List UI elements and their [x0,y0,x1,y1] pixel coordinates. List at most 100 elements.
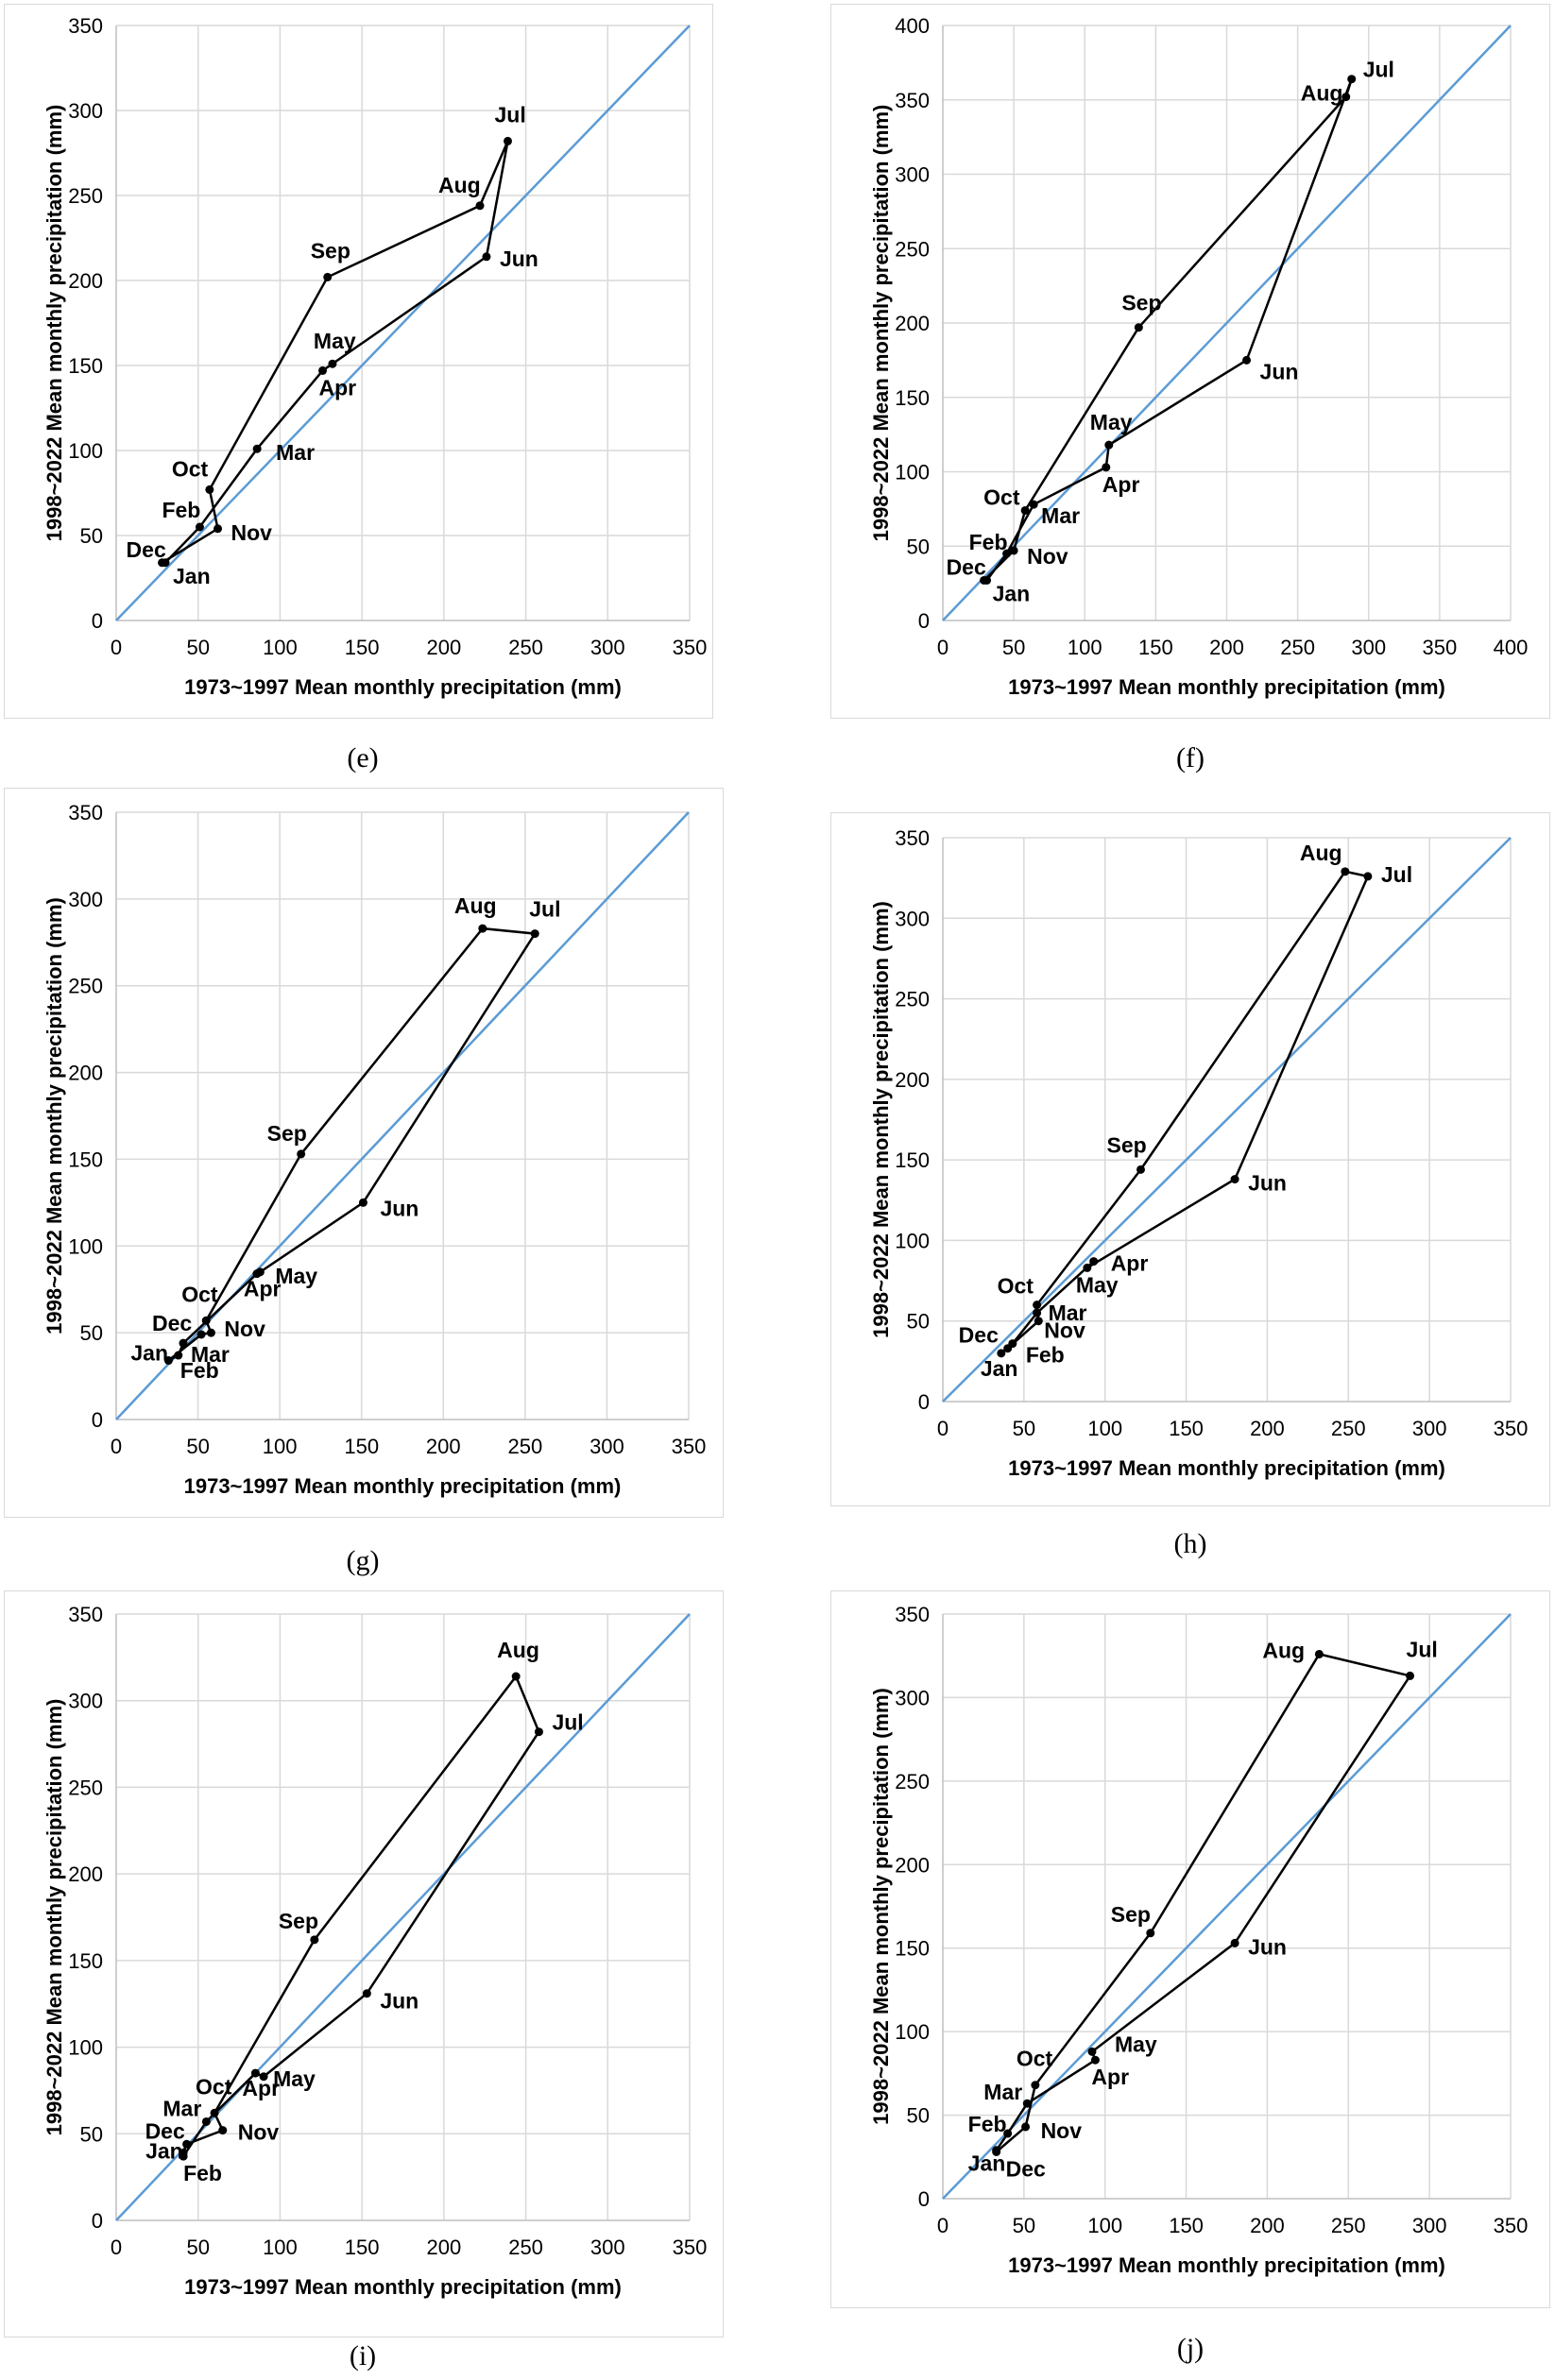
month-label: Dec [152,1311,192,1335]
monthly-series-line [981,78,1353,582]
month-label: Sep [311,238,350,263]
month-label: Mar [1041,503,1080,528]
x-tick-label: 150 [344,1435,379,1458]
data-point [197,1330,206,1339]
y-tick-label: 100 [895,1229,930,1252]
y-tick-label: 150 [895,1148,930,1172]
data-point [158,558,167,568]
y-tick-label: 0 [918,1390,930,1414]
x-tick-label: 300 [590,2236,625,2259]
month-label: Oct [172,456,209,481]
x-tick-label: 150 [1169,2214,1204,2237]
y-tick-label: 50 [80,524,103,548]
data-point [980,575,989,585]
x-tick-label: 50 [186,2236,209,2259]
data-point [1230,1175,1239,1184]
data-point [205,484,214,494]
data-point [259,2072,268,2082]
x-tick-label: 150 [1138,636,1173,659]
chart-caption: (j) [1176,2333,1205,2364]
month-label: May [275,1264,317,1288]
x-tick-label: 200 [1250,1417,1285,1440]
x-tick-label: 200 [1209,636,1244,659]
x-tick-label: 150 [345,636,380,659]
x-tick-label: 50 [186,636,209,659]
x-tick-label: 100 [263,1435,298,1458]
data-point [997,1349,1006,1358]
chart-svg: 0 50 100 150 200 250 300 350 0 50 100 150 200 250 300 3… [43,1603,707,2299]
month-label: Mar [276,440,315,465]
x-axis-title: 1973~1997 Mean monthly precipitation (mm… [184,2275,622,2299]
data-point [530,929,539,939]
data-point [1009,546,1018,555]
reference-line [115,811,690,1420]
x-tick-label: 200 [426,2236,461,2259]
month-label: Nov [231,520,273,545]
y-tick-label: 300 [68,99,103,123]
y-tick-label: 200 [895,1853,930,1877]
data-point [362,1989,371,1998]
y-tick-label: 350 [68,801,103,824]
x-tick-label: 150 [1169,1417,1204,1440]
month-label: Sep [1111,1902,1151,1927]
month-label: Nov [224,1317,265,1341]
x-tick-label: 50 [1002,636,1025,659]
y-tick-label: 300 [68,1690,103,1713]
reference-line [115,25,691,621]
y-tick-label: 50 [80,1321,103,1345]
chart-svg: 0 50 100 150 200 250 300 350 0 50 100 150 200 250 300 3… [43,14,707,699]
month-label: Jan [173,564,211,588]
chart-svg: 0 50 100 150 200 250 300 350 0 50 100 150 200 250 300 3… [869,1603,1528,2277]
data-point [1136,1164,1145,1174]
y-tick-label: 50 [907,1310,930,1334]
reference-line [942,1613,1512,2200]
x-tick-label: 0 [111,1435,122,1458]
data-point [310,1935,319,1945]
data-point [1406,1671,1415,1680]
chart-svg: 0 50 100 150 200 250 300 350 0 50 100 150 200 250 300 3… [869,826,1528,1480]
x-axis-title: 1973~1997 Mean monthly precipitation (mm… [184,675,622,699]
y-tick-label: 0 [918,2187,930,2211]
x-tick-label: 350 [1423,636,1458,659]
reference-line [115,1613,691,2221]
data-point [201,1316,211,1325]
x-tick-label: 0 [937,1417,948,1440]
x-tick-label: 400 [1494,636,1529,659]
y-tick-label: 100 [68,1234,103,1258]
month-label: Jan [993,581,1031,605]
month-label: Oct [181,1282,218,1306]
x-tick-label: 200 [426,636,461,659]
x-tick-label: 100 [263,636,298,659]
month-label: Dec [959,1323,999,1348]
y-tick-label: 150 [68,1148,103,1171]
x-tick-label: 100 [263,2236,298,2259]
month-label: Feb [968,2112,1007,2136]
x-tick-label: 250 [508,2236,543,2259]
chart-panel-j: 0 50 100 150 200 250 300 350 0 50 100 150 200 250 300 3… [830,1590,1550,2308]
x-tick-label: 0 [111,2236,122,2259]
y-tick-label: 200 [895,312,930,335]
month-label: Oct [196,2074,232,2099]
y-axis-title: 1998~2022 Mean monthly precipitation (mm… [869,1688,893,2125]
data-point [1083,1263,1092,1272]
data-point [252,444,262,453]
month-label: Aug [497,1638,539,1662]
y-tick-label: 350 [895,89,930,112]
month-label: Feb [1026,1343,1065,1368]
month-label: Aug [1301,81,1343,106]
data-point [182,2139,192,2149]
month-label: Jan [130,1341,168,1366]
y-axis-title: 1998~2022 Mean monthly precipitation (mm… [43,897,66,1334]
data-point [1034,1317,1043,1326]
month-label: Feb [183,2161,222,2185]
month-label: Oct [998,1274,1034,1299]
month-label: Feb [969,530,1008,554]
data-point [511,1672,521,1681]
x-tick-label: 100 [1087,1417,1122,1440]
month-label: Sep [1106,1132,1146,1157]
data-point [218,2126,228,2135]
x-tick-label: 0 [937,636,948,659]
x-tick-label: 100 [1068,636,1102,659]
x-tick-label: 250 [1331,2214,1366,2237]
data-point [1029,500,1038,509]
